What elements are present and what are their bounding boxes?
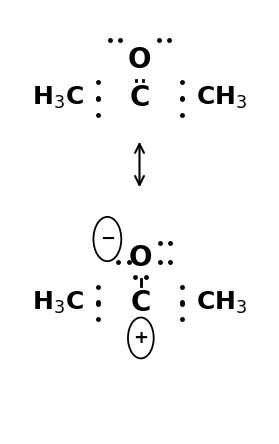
Text: C: C xyxy=(129,84,150,112)
Text: H$_3$C: H$_3$C xyxy=(32,85,84,111)
Text: O: O xyxy=(129,244,153,272)
Text: +: + xyxy=(133,329,148,347)
Text: CH$_3$: CH$_3$ xyxy=(196,290,247,316)
Text: H$_3$C: H$_3$C xyxy=(32,290,84,316)
Text: O: O xyxy=(128,46,151,74)
Text: C: C xyxy=(131,289,151,317)
Text: −: − xyxy=(100,230,115,248)
Text: CH$_3$: CH$_3$ xyxy=(196,85,247,111)
